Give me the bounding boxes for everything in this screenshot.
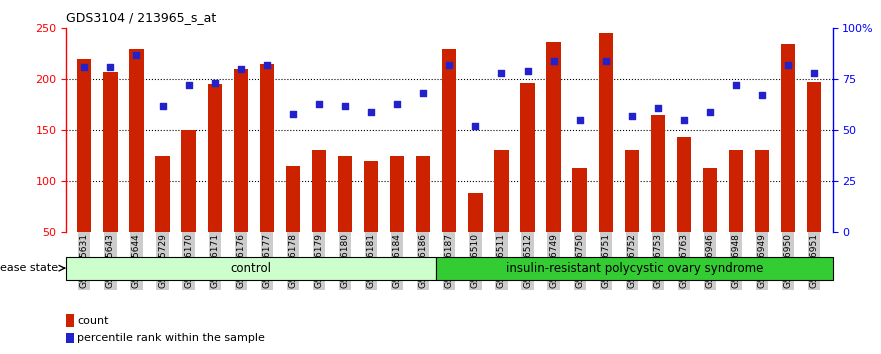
Text: count: count: [78, 316, 108, 326]
Bar: [337, 155, 352, 232]
Text: disease state: disease state: [0, 263, 58, 273]
Bar: [703, 168, 717, 232]
Bar: [573, 168, 587, 232]
Bar: [677, 137, 691, 232]
Point: [130, 52, 144, 58]
Point: [651, 105, 665, 110]
Bar: [130, 49, 144, 232]
Text: control: control: [231, 262, 271, 275]
Bar: [103, 72, 117, 232]
Point: [677, 117, 691, 123]
Point: [625, 113, 639, 119]
Point: [781, 62, 796, 68]
Bar: [260, 64, 274, 232]
Bar: [598, 33, 613, 232]
Bar: [468, 193, 483, 232]
Point: [469, 123, 483, 129]
Point: [233, 66, 248, 72]
Bar: [66, 314, 74, 327]
Bar: [285, 166, 300, 232]
Point: [416, 91, 430, 96]
Bar: [208, 84, 222, 232]
Point: [78, 64, 92, 70]
Bar: [651, 115, 665, 232]
Bar: [755, 150, 769, 232]
Bar: [807, 82, 821, 232]
Bar: [312, 150, 326, 232]
Bar: [233, 69, 248, 232]
Bar: [416, 155, 431, 232]
Point: [703, 109, 717, 115]
Text: insulin-resistant polycystic ovary syndrome: insulin-resistant polycystic ovary syndr…: [506, 262, 763, 275]
Point: [442, 62, 456, 68]
Bar: [364, 161, 378, 232]
Point: [338, 103, 352, 109]
Point: [285, 111, 300, 117]
Point: [573, 117, 587, 123]
Point: [521, 68, 535, 74]
Text: percentile rank within the sample: percentile rank within the sample: [78, 333, 265, 343]
Bar: [390, 155, 404, 232]
Point: [364, 109, 378, 115]
Bar: [66, 257, 436, 280]
Bar: [546, 41, 561, 232]
Bar: [181, 130, 196, 232]
Point: [807, 70, 821, 76]
Point: [181, 82, 196, 88]
Point: [155, 103, 169, 109]
Point: [494, 70, 508, 76]
Point: [755, 93, 769, 98]
Bar: [625, 150, 639, 232]
Point: [103, 64, 117, 70]
Bar: [155, 155, 170, 232]
Bar: [78, 59, 92, 232]
Point: [260, 62, 274, 68]
Point: [208, 80, 222, 86]
Point: [729, 82, 744, 88]
Bar: [66, 333, 74, 343]
Point: [599, 58, 613, 64]
Bar: [781, 44, 796, 232]
Text: GDS3104 / 213965_s_at: GDS3104 / 213965_s_at: [66, 11, 217, 24]
Bar: [729, 150, 744, 232]
Bar: [442, 49, 456, 232]
Bar: [494, 150, 508, 232]
Bar: [436, 257, 833, 280]
Point: [546, 58, 560, 64]
Point: [312, 101, 326, 107]
Point: [390, 101, 404, 107]
Bar: [521, 83, 535, 232]
